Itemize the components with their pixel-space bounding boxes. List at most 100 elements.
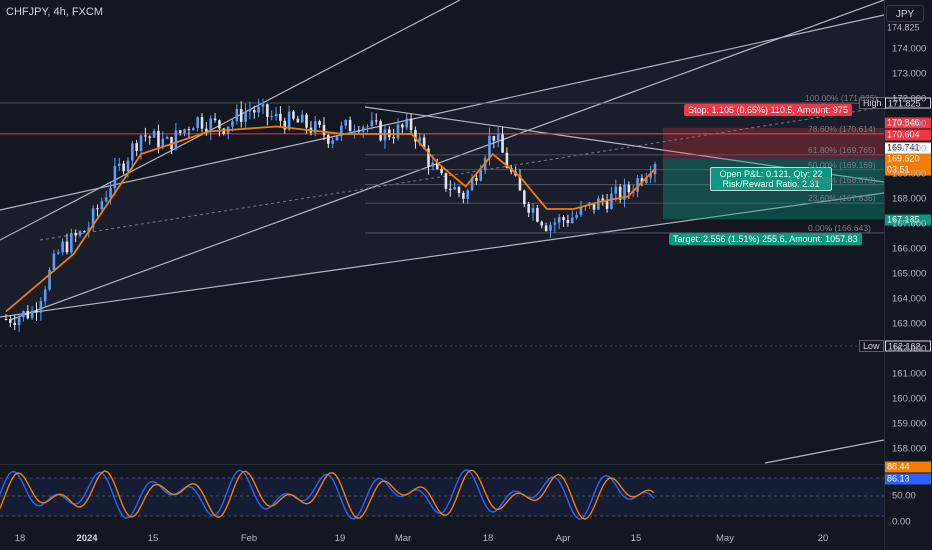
- stoch-tick: 0.00: [892, 516, 911, 528]
- candle-body: [261, 104, 265, 107]
- candle-body: [279, 113, 282, 121]
- candle-body: [422, 137, 426, 149]
- candle-body: [270, 116, 273, 118]
- candle-body: [357, 130, 361, 132]
- time-tick: Feb: [240, 533, 258, 544]
- time-tick: 15: [630, 533, 642, 544]
- candle-body: [322, 124, 326, 136]
- candle-body: [257, 106, 260, 113]
- candle-body: [178, 130, 182, 134]
- candle-body: [191, 128, 195, 131]
- price-tick: 158.000: [892, 443, 927, 455]
- candle-body: [252, 110, 256, 113]
- price-tick: 162.000: [892, 343, 927, 355]
- candle-body: [566, 220, 570, 224]
- candle-body: [370, 120, 374, 127]
- price-tick: 167.000: [892, 218, 927, 230]
- fib-label: 38.20% (168.573): [808, 174, 876, 185]
- low-label: Low: [859, 340, 884, 352]
- candle-body: [48, 269, 51, 290]
- candle-body: [488, 135, 491, 159]
- candle-body: [205, 128, 208, 132]
- candle-body: [165, 136, 169, 139]
- candle-body: [444, 173, 448, 189]
- candle-body: [466, 190, 470, 199]
- candle-body: [52, 253, 56, 270]
- time-tick: Apr: [555, 533, 571, 544]
- symbol-title[interactable]: CHFJPY, 4h, FXCM: [6, 6, 103, 18]
- candle-body: [361, 127, 365, 132]
- candle-body: [605, 200, 609, 209]
- candle-body: [70, 232, 73, 253]
- candle-body: [305, 114, 308, 128]
- price-tick: 165.000: [892, 268, 927, 280]
- candle-body: [531, 208, 535, 213]
- candle-body: [144, 135, 147, 137]
- candle-body: [74, 232, 77, 236]
- candle-body: [553, 222, 557, 225]
- candle-body: [392, 137, 395, 139]
- rr-line: Risk/Reward Ratio: 2.31: [722, 179, 820, 189]
- candle-body: [640, 178, 644, 183]
- candle-body: [13, 322, 17, 326]
- candle-body: [39, 301, 43, 313]
- currency-badge[interactable]: JPY: [886, 5, 924, 22]
- candle-body: [518, 175, 522, 191]
- candle-body: [61, 241, 64, 253]
- candle-body: [213, 118, 217, 121]
- candle-body: [327, 135, 330, 144]
- candle-body: [340, 125, 343, 137]
- stoch-band-fill: [0, 478, 884, 516]
- stop-zone: [663, 127, 884, 159]
- candle-body: [649, 174, 652, 178]
- candle-body: [152, 130, 156, 138]
- target-label[interactable]: Target: 2.556 (1.51%) 255.6, Amount: 105…: [669, 233, 862, 245]
- candle-body: [239, 108, 243, 122]
- time-tick: 15: [147, 533, 159, 544]
- stoch-k-line: [0, 469, 655, 520]
- pane-separator[interactable]: [0, 464, 884, 468]
- price-tick: 159.000: [892, 418, 927, 430]
- candle-body: [536, 208, 539, 222]
- candle-body: [296, 118, 300, 123]
- price-tick: 160.000: [892, 393, 927, 405]
- candle-body: [418, 137, 422, 142]
- candle-body: [470, 178, 474, 191]
- fib-label: 23.60% (167.836): [808, 193, 876, 204]
- stoch-tick: 50.00: [892, 490, 916, 502]
- candle-body: [374, 120, 378, 122]
- pnl-box[interactable]: Open P&L: 0.121, Qty: 22 Risk/Reward Rat…: [710, 167, 832, 191]
- candle-body: [235, 108, 239, 122]
- stop-label[interactable]: Stop: 1.105 (0.65%) 110.5, Amount: 975: [684, 104, 852, 116]
- candle-body: [200, 117, 204, 129]
- price-tick: 171.000: [892, 118, 927, 130]
- candle-body: [87, 227, 91, 233]
- fib-label: 100.00% (171.825): [805, 93, 878, 104]
- candle-body: [431, 162, 435, 167]
- candle-body: [475, 178, 478, 181]
- candle-body: [135, 143, 138, 151]
- price-axis[interactable]: [884, 0, 932, 550]
- candle-body: [366, 126, 369, 128]
- candle-body: [113, 165, 117, 189]
- candle-body: [544, 225, 548, 231]
- candle-body: [348, 120, 352, 132]
- candle-body: [644, 177, 648, 183]
- pnl-line: Open P&L: 0.121, Qty: 22: [719, 169, 823, 179]
- time-tick: 19: [334, 533, 346, 544]
- time-tick: Mar: [394, 533, 412, 544]
- candle-body: [396, 124, 400, 139]
- stoch-d-line: [0, 469, 655, 520]
- candle-body: [383, 129, 387, 141]
- candle-body: [614, 186, 618, 194]
- candle-body: [409, 118, 413, 130]
- candle-body: [479, 170, 483, 181]
- candle-body: [231, 121, 234, 127]
- candle-body: [318, 121, 321, 125]
- candle-body: [597, 198, 600, 210]
- candle-body: [427, 148, 430, 167]
- candle-body: [91, 208, 95, 228]
- last-price-tag: 169.741: [885, 142, 931, 154]
